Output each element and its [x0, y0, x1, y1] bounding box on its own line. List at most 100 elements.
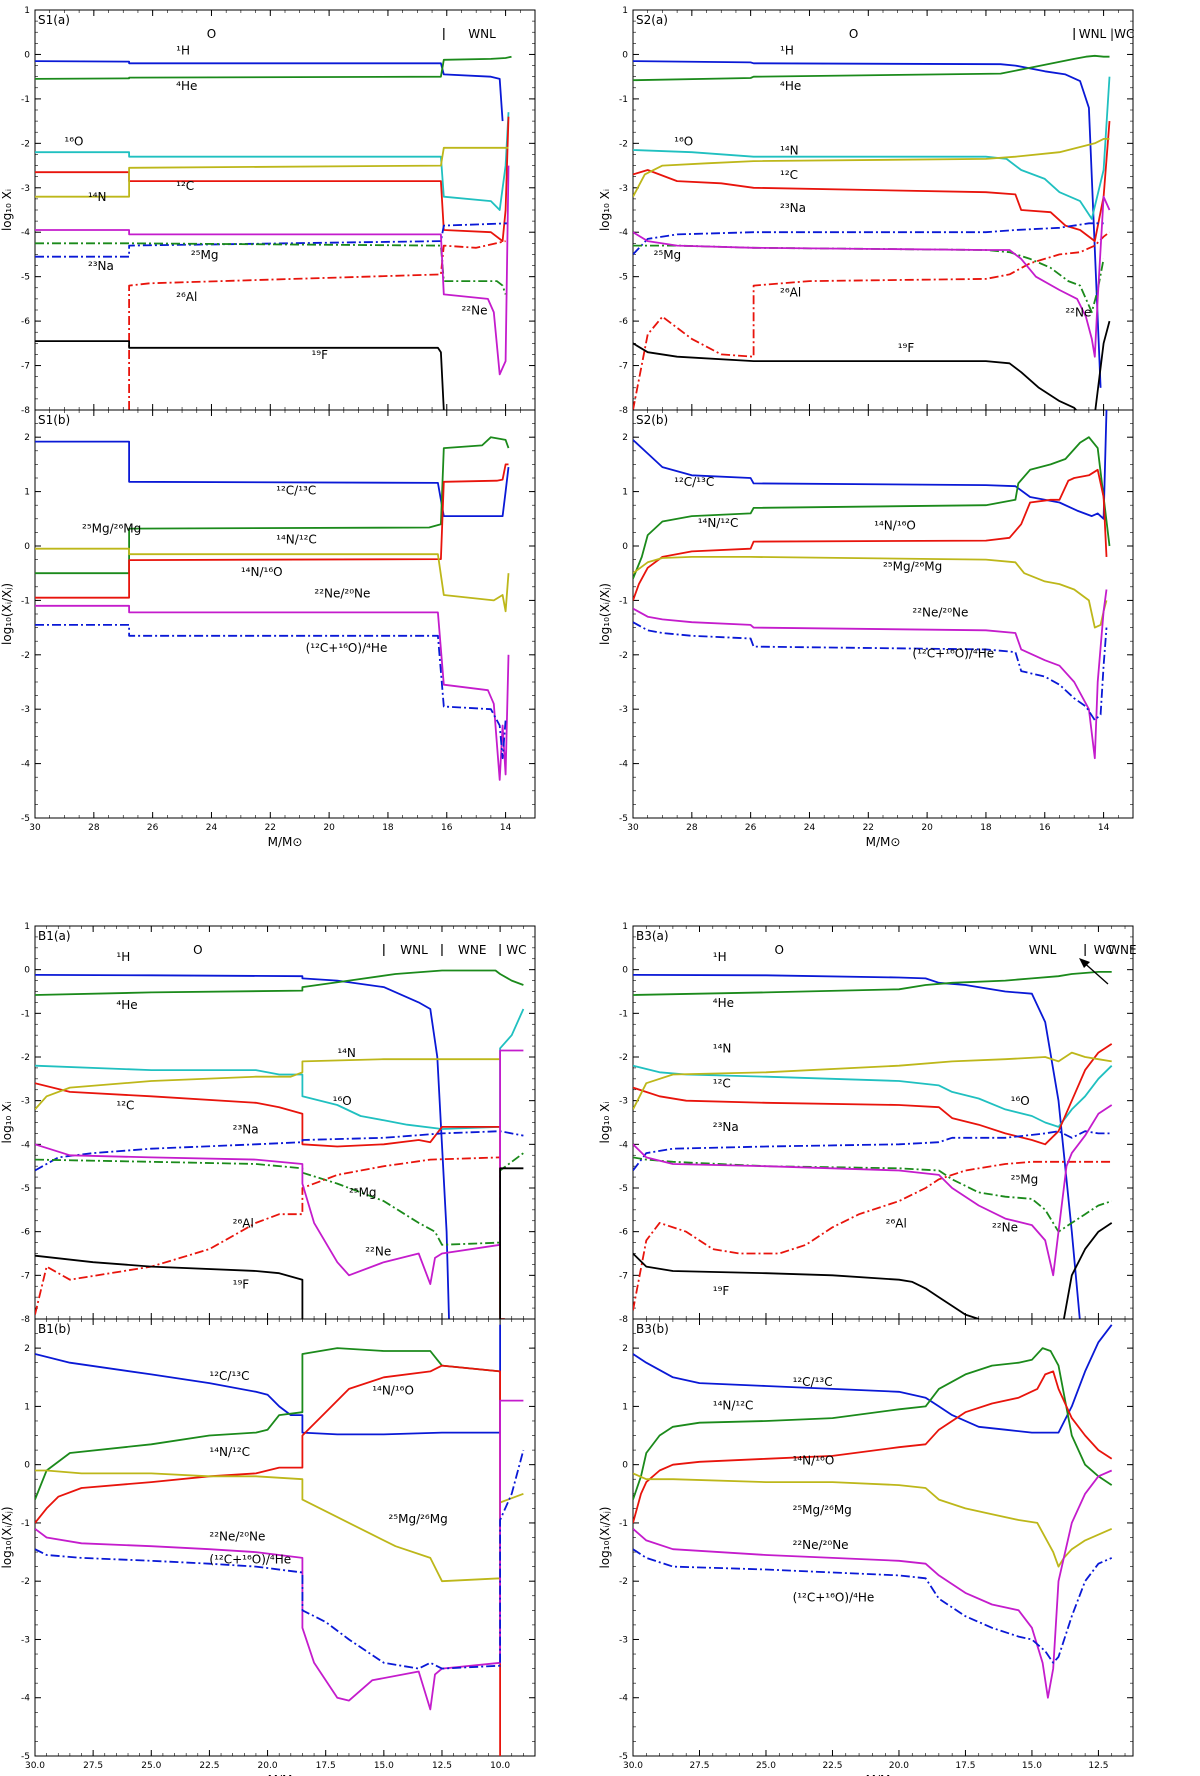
- y-axis-label: log₁₀ Xᵢ: [598, 189, 612, 231]
- panel-s1-a: -8 -7 -6 -5 -4 -3 -2 -1 0 1 ¹H ⁴He ¹⁶O ¹⁴N ¹²C ²³Na ²⁵Mg…: [0, 6, 536, 416]
- x-tick-label: 12.5: [1088, 1761, 1108, 1771]
- y-tick-label: -1: [619, 95, 628, 105]
- series-annotation: ²⁵Mg/²⁶Mg: [883, 559, 942, 573]
- y-tick-label: -5: [21, 1184, 30, 1194]
- y-tick-label: -2: [619, 1577, 628, 1587]
- y-tick-label: -7: [21, 1271, 30, 1281]
- y-axis-label: log₁₀(Xᵢ/Xⱼ): [598, 583, 612, 645]
- x-tick-label: 30.0: [25, 1761, 45, 1771]
- y-axis-label: log₁₀(Xᵢ/Xⱼ): [0, 583, 14, 645]
- series-line-⁴He: [633, 54, 1110, 82]
- series-annotation: ²⁶Al: [176, 290, 197, 304]
- series-annotation: ²⁵Mg/²⁶Mg: [388, 1512, 447, 1526]
- series-group: [35, 969, 525, 1319]
- series-line-¹⁶O: [35, 1008, 525, 1130]
- y-tick-label: -5: [619, 1184, 628, 1194]
- y-tick-label: -2: [21, 139, 30, 149]
- y-tick-label: 0: [24, 1461, 30, 1471]
- y-tick-label: -4: [619, 760, 628, 770]
- panel-s1-b: -5 -4 -3 -2 -1 0 1 2 ¹²C/¹³C ¹⁴N/¹²C ²⁵Mg/²⁶Mg ¹⁴N/…: [0, 409, 536, 824]
- series-annotation: ¹⁴N: [780, 143, 799, 157]
- series-annotation: ²²Ne/²⁰Ne: [912, 606, 968, 620]
- y-tick-label: -1: [619, 1009, 628, 1019]
- y-tick-label: -3: [619, 705, 628, 715]
- series-line-²⁶Al: [35, 1156, 501, 1315]
- series-line-²²Ne/²⁰Ne: [633, 1469, 1113, 1699]
- series-line-¹⁹F: [633, 320, 1111, 410]
- series-line-¹⁶O: [633, 1064, 1113, 1128]
- series-line-¹H: [633, 60, 1102, 388]
- series-line-²²Ne: [633, 1104, 1113, 1277]
- y-tick-label: 2: [24, 1344, 30, 1354]
- series-line-¹⁴N/¹⁶O: [35, 463, 509, 599]
- panel-title: B3(a): [636, 929, 669, 943]
- y-tick-label: -3: [21, 1635, 30, 1645]
- y-tick-label: -1: [619, 596, 628, 606]
- series-line-¹²C/¹³C: [633, 1324, 1113, 1434]
- arrow-head: [1079, 958, 1090, 968]
- series-annotation: ²²Ne/²⁰Ne: [209, 1529, 265, 1543]
- series-annotation: ¹⁴N/¹²C: [698, 516, 739, 530]
- x-tick-label: 30: [627, 823, 639, 833]
- series-line-¹H: [35, 60, 504, 122]
- panel-title: B1(a): [38, 929, 71, 943]
- series-line-¹⁴N/¹⁶O: [633, 468, 1108, 601]
- x-tick-label: 10.0: [490, 1761, 510, 1771]
- series-annotation: ¹H: [780, 43, 794, 57]
- series-line-¹⁴N/¹²C: [633, 436, 1111, 579]
- series-annotation: ²²Ne: [992, 1221, 1018, 1235]
- series-annotation: ²²Ne: [365, 1245, 391, 1259]
- y-tick-label: -3: [619, 1097, 628, 1107]
- plot-frame: [34, 925, 536, 1320]
- series-line-²⁶Al: [128, 240, 506, 410]
- series-annotation: ¹²C: [176, 179, 194, 193]
- series-annotation: (¹²C+¹⁶O)/⁴He: [793, 1591, 875, 1605]
- y-tick-label: -2: [21, 1053, 30, 1063]
- y-tick-label: 1: [24, 488, 30, 498]
- y-tick-label: -1: [21, 596, 30, 606]
- panel-title: S2(a): [636, 13, 668, 27]
- y-tick-label: -1: [21, 1519, 30, 1529]
- series-annotation: ⁴He: [780, 79, 801, 93]
- x-tick-label: 17.5: [316, 1761, 336, 1771]
- x-tick-label: 20: [323, 823, 335, 833]
- plot-frame: [34, 409, 536, 819]
- x-tick-label: 24: [206, 823, 218, 833]
- y-tick-label: 0: [24, 966, 30, 976]
- series-line-²³Na: [35, 222, 509, 258]
- series-annotation: ¹⁴N/¹⁶O: [241, 565, 283, 579]
- series-line-¹⁴N: [633, 1051, 1112, 1110]
- y-tick-label: -4: [21, 228, 30, 238]
- y-tick-label: -3: [619, 184, 628, 194]
- y-tick-label: -5: [21, 273, 30, 283]
- series-annotation: ¹⁴N/¹⁶O: [874, 519, 916, 533]
- y-tick-label: 2: [622, 433, 628, 443]
- series-line-²³Na: [633, 222, 1104, 256]
- x-axis-label: M/M⊙: [866, 835, 901, 849]
- phase-label: WNL: [1029, 943, 1057, 957]
- panel-title: S1(a): [38, 13, 70, 27]
- x-tick-label: 16: [441, 823, 453, 833]
- series-annotation: (¹²C+¹⁶O)/⁴He: [209, 1553, 291, 1567]
- series-line-(¹²C+¹⁶O)/⁴He: [633, 621, 1108, 721]
- phase-label: WNL: [468, 27, 496, 41]
- x-tick-label: 30: [29, 823, 41, 833]
- y-tick-label: -7: [21, 362, 30, 372]
- panel-b1-a: -8 -7 -6 -5 -4 -3 -2 -1 0 1 ¹H ⁴He ¹⁴N ¹⁶O ¹²C ²³Na ²⁵Mg…: [0, 922, 536, 1325]
- y-tick-label: -4: [619, 1694, 628, 1704]
- series-line-²²Ne: [633, 195, 1111, 358]
- series-annotation: ²²Ne: [461, 303, 487, 317]
- panel-title: B1(b): [38, 1322, 71, 1336]
- series-annotation: ²³Na: [88, 259, 114, 273]
- y-tick-label: 0: [622, 966, 628, 976]
- y-tick-label: 1: [24, 1402, 30, 1412]
- series-line-¹⁹F: [35, 340, 446, 410]
- x-tick-label: 26: [745, 823, 757, 833]
- series-annotation: ¹⁴N/¹⁶O: [793, 1454, 835, 1468]
- series-annotation: ¹⁶O: [64, 135, 83, 149]
- series-line-²³Na: [35, 1130, 524, 1172]
- series-annotation: ¹⁴N: [713, 1042, 732, 1056]
- series-line-²⁵Mg/²⁶Mg: [35, 547, 510, 613]
- series-line-¹⁴N/¹²C: [633, 1347, 1113, 1500]
- plot-frame: [34, 1318, 536, 1757]
